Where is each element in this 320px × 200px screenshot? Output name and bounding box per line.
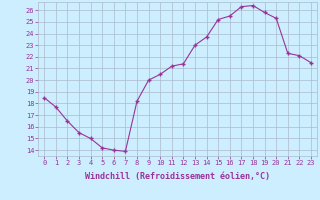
X-axis label: Windchill (Refroidissement éolien,°C): Windchill (Refroidissement éolien,°C): [85, 172, 270, 181]
